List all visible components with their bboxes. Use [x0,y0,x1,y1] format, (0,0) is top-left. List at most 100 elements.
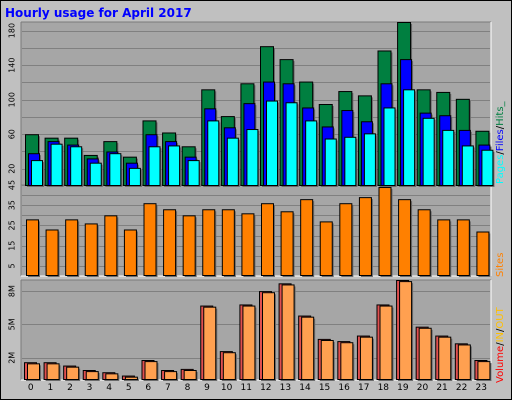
bar-sites [221,209,235,276]
bar-sites [476,231,490,276]
bar-pages [461,145,474,186]
bar-out [46,363,60,381]
bar-out [27,363,40,381]
bar-sites [163,209,177,276]
legend-separator: / [495,328,506,332]
y-tick-label: 15 [7,241,16,251]
bar-sites [398,199,412,276]
bar-sites [300,199,314,276]
legend-suffix: _ [495,100,506,107]
bar-out [222,352,236,381]
bar-pages [285,102,298,186]
bar-pages [109,153,122,186]
bar-pages [481,149,494,187]
x-tick-label: 17 [358,383,369,393]
bar-out [183,370,197,380]
x-tick-label: 4 [106,383,112,393]
x-tick-label: 11 [240,383,251,393]
y-tick-label: 20 [8,164,17,174]
bar-sites [280,211,294,277]
x-tick-label: 15 [319,383,330,393]
bar-sites [65,219,79,276]
bar-out [379,305,393,380]
bar-out [418,327,432,380]
y-tick-label: 45 [8,180,17,190]
y-tick-label: 140 [7,58,16,73]
x-tick-label: 7 [165,383,171,393]
legend-entry-files: Files [495,129,506,151]
x-tick-label: 23 [475,383,486,393]
x-tick-label: 1 [48,383,54,393]
bar-sites [123,229,137,277]
bar-pages [207,120,220,186]
bar-sites [417,209,431,276]
bar-pages [246,129,259,187]
x-tick-label: 13 [280,383,291,393]
bar-pages [305,120,318,186]
x-tick-label: 0 [28,383,34,393]
legend-separator: / [495,125,506,129]
bar-sites [143,203,157,276]
bar-pages [148,146,161,186]
bar-sites [26,219,39,276]
y-tick-label: 60 [8,129,17,139]
bar-pages [383,107,396,186]
bar-sites [456,219,470,276]
bar-pages [442,129,455,186]
x-tick-label: 5 [126,383,132,393]
bar-out [66,366,80,380]
bar-sites [45,229,59,277]
y-tick-label: 5M [8,318,17,330]
x-tick-label: 21 [436,383,447,393]
y-tick-label: 100 [7,92,16,107]
bar-out [144,361,158,381]
x-tick-label: 6 [145,383,151,393]
bar-sites [358,197,372,276]
bar-pages [168,145,181,186]
bar-out [281,284,295,381]
bar-out [438,336,452,380]
y-tick-label: 2M [7,352,16,364]
legend-hits: Pages/Files/Hits_ [495,100,506,184]
bar-pages [422,117,435,186]
bar-out [477,361,491,381]
bar-sites [437,219,451,276]
x-tick-label: 3 [87,383,93,393]
bar-pages [324,138,337,187]
bar-sites [84,223,98,277]
bar-pages [226,137,239,187]
bar-out [262,292,275,381]
bar-sites [378,187,392,276]
bar-out [105,373,119,381]
x-tick-label: 19 [397,383,409,393]
bar-pages [50,143,63,186]
bar-out [85,371,99,381]
legend-volume: Volume/IN/OUT [495,306,506,383]
bar-out [399,281,413,380]
x-tick-label: 14 [299,383,311,393]
bar-sites [241,213,255,276]
legend-entry-hits: Hits [495,106,506,125]
bar-sites [339,203,353,276]
y-tick-label: 5 [7,263,16,268]
bar-sites [104,215,118,276]
bar-out [301,316,315,380]
bar-pages [344,136,357,187]
x-tick-label: 9 [204,383,210,393]
bar-sites [182,215,196,276]
bar-pages [363,133,376,186]
bar-pages [89,162,102,186]
chart-title: Hourly usage for April 2017 [5,6,192,20]
y-tick-label: 180 [8,23,17,38]
legend-entry-in: IN [495,332,506,342]
legend-separator: / [495,151,506,155]
y-tick-label: 35 [8,200,17,210]
x-tick-label: 10 [221,383,233,393]
legend-entry-sites: Sites [495,253,506,277]
legend-sites: Sites [495,253,506,277]
bar-sites [261,203,274,276]
bar-pages [70,146,83,186]
bar-pages [403,89,416,186]
bar-out [164,371,178,381]
